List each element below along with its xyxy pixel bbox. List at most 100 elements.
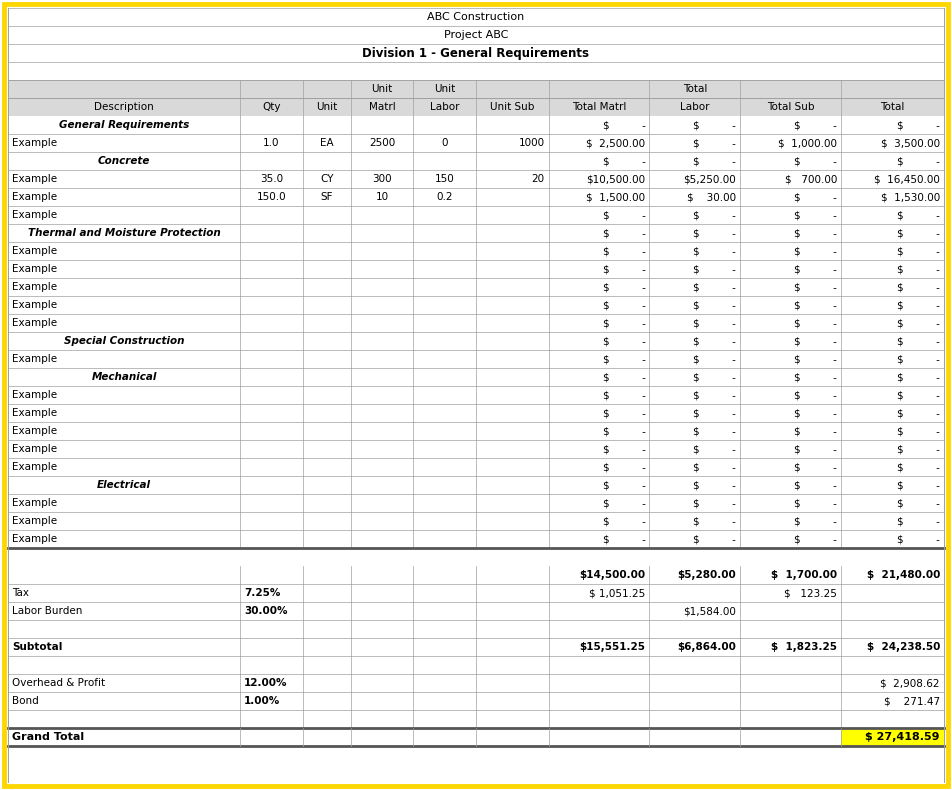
Text: $          -: $ - [693, 534, 736, 544]
Text: Example: Example [12, 444, 57, 454]
Bar [8, 620, 944, 638]
Text: $          -: $ - [693, 354, 736, 364]
Text: $          -: $ - [794, 282, 837, 292]
Bar [8, 332, 944, 350]
Bar [8, 728, 944, 746]
Bar [8, 134, 944, 152]
Text: $          -: $ - [794, 300, 837, 310]
Text: $          -: $ - [897, 318, 940, 328]
Text: $14,500.00: $14,500.00 [580, 570, 645, 580]
Bar [8, 530, 944, 548]
Text: $          -: $ - [794, 372, 837, 382]
Text: $          -: $ - [603, 156, 645, 166]
Text: 30.00%: 30.00% [244, 606, 288, 616]
Text: EA: EA [320, 138, 333, 148]
Bar [8, 8, 944, 26]
Text: 10: 10 [376, 192, 388, 202]
Text: $          -: $ - [794, 264, 837, 274]
Text: $          -: $ - [897, 282, 940, 292]
Text: $          -: $ - [794, 210, 837, 220]
Text: Example: Example [12, 354, 57, 364]
Text: $          -: $ - [794, 480, 837, 490]
Text: 150: 150 [435, 174, 455, 184]
Text: 0: 0 [442, 138, 448, 148]
Text: $          -: $ - [794, 426, 837, 436]
Text: $          -: $ - [897, 426, 940, 436]
Text: Example: Example [12, 390, 57, 400]
Text: $          -: $ - [603, 480, 645, 490]
Bar [8, 296, 944, 314]
Text: Bond: Bond [12, 696, 39, 706]
Text: $          -: $ - [603, 264, 645, 274]
Text: $  16,450.00: $ 16,450.00 [874, 174, 940, 184]
Text: Grand Total: Grand Total [12, 732, 84, 742]
Bar [8, 368, 944, 386]
Text: $          -: $ - [897, 444, 940, 454]
Bar [8, 278, 944, 296]
Text: $    30.00: $ 30.00 [687, 192, 736, 202]
Text: Overhead & Profit: Overhead & Profit [12, 678, 105, 688]
Text: $          -: $ - [693, 426, 736, 436]
Text: Unit: Unit [316, 102, 337, 112]
Text: $          -: $ - [794, 390, 837, 400]
Text: $          -: $ - [794, 120, 837, 130]
Text: $          -: $ - [794, 354, 837, 364]
Text: $          -: $ - [603, 210, 645, 220]
Bar [8, 224, 944, 242]
Text: $          -: $ - [603, 246, 645, 256]
Text: $5,250.00: $5,250.00 [684, 174, 736, 184]
Text: Electrical: Electrical [97, 480, 151, 490]
Bar [8, 80, 944, 116]
Bar [8, 674, 944, 692]
Bar [8, 350, 944, 368]
Text: 7.25%: 7.25% [244, 588, 280, 598]
Text: $          -: $ - [897, 516, 940, 526]
Text: $          -: $ - [693, 480, 736, 490]
Text: $          -: $ - [603, 534, 645, 544]
Text: Concrete: Concrete [98, 156, 150, 166]
Text: $5,280.00: $5,280.00 [678, 570, 736, 580]
Text: $          -: $ - [693, 498, 736, 508]
Bar [8, 188, 944, 206]
Text: $          -: $ - [603, 408, 645, 418]
Bar [8, 206, 944, 224]
Text: Example: Example [12, 426, 57, 436]
Text: Example: Example [12, 408, 57, 418]
Text: $          -: $ - [794, 228, 837, 238]
Text: $          -: $ - [603, 318, 645, 328]
Text: 1.0: 1.0 [263, 138, 280, 148]
Text: $          -: $ - [603, 516, 645, 526]
Text: $          -: $ - [603, 300, 645, 310]
Text: Labor: Labor [430, 102, 460, 112]
Text: $          -: $ - [693, 390, 736, 400]
Text: $          -: $ - [794, 516, 837, 526]
Bar [8, 422, 944, 440]
Bar [842, 728, 944, 746]
Text: $          -: $ - [693, 516, 736, 526]
Text: $          -: $ - [693, 156, 736, 166]
Text: Labor Burden: Labor Burden [12, 606, 83, 616]
Text: $          -: $ - [897, 498, 940, 508]
Text: $ 1,051.25: $ 1,051.25 [589, 588, 645, 598]
Text: $          -: $ - [897, 480, 940, 490]
Text: Unit: Unit [434, 84, 455, 94]
Text: $          -: $ - [603, 390, 645, 400]
Text: Mechanical: Mechanical [91, 372, 157, 382]
Text: $          -: $ - [603, 120, 645, 130]
Text: $   123.25: $ 123.25 [784, 588, 837, 598]
Text: $          -: $ - [897, 228, 940, 238]
Text: $          -: $ - [693, 318, 736, 328]
Text: $          -: $ - [693, 282, 736, 292]
Text: $          -: $ - [794, 534, 837, 544]
Text: 20: 20 [531, 174, 545, 184]
Text: $          -: $ - [603, 444, 645, 454]
Text: $  24,238.50: $ 24,238.50 [866, 642, 940, 652]
Text: $          -: $ - [897, 336, 940, 346]
Bar [8, 404, 944, 422]
Text: 1.00%: 1.00% [244, 696, 280, 706]
Text: $          -: $ - [693, 210, 736, 220]
Text: $          -: $ - [603, 372, 645, 382]
Text: $          -: $ - [897, 462, 940, 472]
Text: Example: Example [12, 300, 57, 310]
Text: $          -: $ - [897, 264, 940, 274]
